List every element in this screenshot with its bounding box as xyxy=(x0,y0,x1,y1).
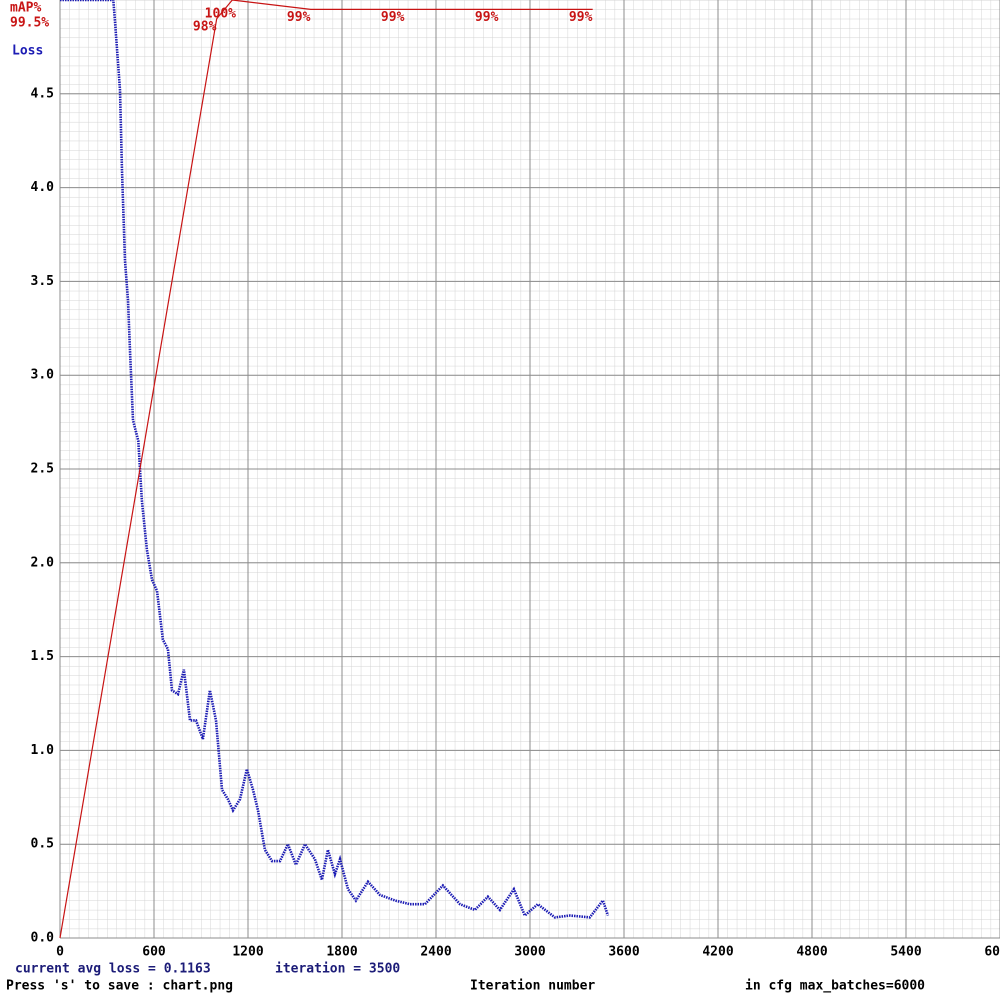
grid xyxy=(59,0,1000,939)
avg-loss: current avg loss = 0.1163 xyxy=(15,962,211,977)
y-tick-label: 0.0 xyxy=(31,931,55,946)
value-label: 98% xyxy=(193,19,217,34)
x-tick-label: 5400 xyxy=(890,945,921,960)
x-tick-label: 1200 xyxy=(232,945,263,960)
y-tick-label: 2.5 xyxy=(31,462,54,477)
value-label: 99% xyxy=(569,10,593,25)
best-map: 99.5% xyxy=(10,16,49,31)
x-tick-label: 600 xyxy=(142,945,166,960)
x-tick-label: 2400 xyxy=(420,945,451,960)
max-batches: in cfg max_batches=6000 xyxy=(745,979,925,994)
value-label: 99% xyxy=(475,10,499,25)
x-tick-label: 3000 xyxy=(514,945,545,960)
y-tick-label: 4.0 xyxy=(31,180,55,195)
plot xyxy=(59,0,610,939)
x-tick-label: 0 xyxy=(56,945,64,960)
map-line xyxy=(59,0,593,939)
x-label: Iteration number xyxy=(470,979,595,994)
x-tick-label: 4200 xyxy=(702,945,733,960)
y-tick-label: 1.0 xyxy=(31,743,55,758)
x-tick-label: 6000 xyxy=(984,945,1000,960)
x-tick-label: 1800 xyxy=(326,945,357,960)
x-tick-label: 3600 xyxy=(608,945,639,960)
value-label: 99% xyxy=(287,10,311,25)
y-label: Loss xyxy=(12,44,43,59)
y-tick-label: 4.5 xyxy=(31,86,54,101)
y-tick-label: 0.5 xyxy=(31,837,54,852)
x-tick-label: 4800 xyxy=(796,945,827,960)
y-tick-label: 2.0 xyxy=(31,555,55,570)
iteration: iteration = 3500 xyxy=(275,962,400,977)
y-tick-label: 3.5 xyxy=(31,274,54,289)
loss-line xyxy=(60,0,610,919)
value-label: 100% xyxy=(205,7,236,22)
y-tick-label: 1.5 xyxy=(31,649,54,664)
save-hint: Press 's' to save : chart.png xyxy=(6,979,233,994)
y2-label: mAP% xyxy=(10,1,41,16)
y-tick-label: 3.0 xyxy=(31,368,55,383)
value-label: 99% xyxy=(381,10,405,25)
